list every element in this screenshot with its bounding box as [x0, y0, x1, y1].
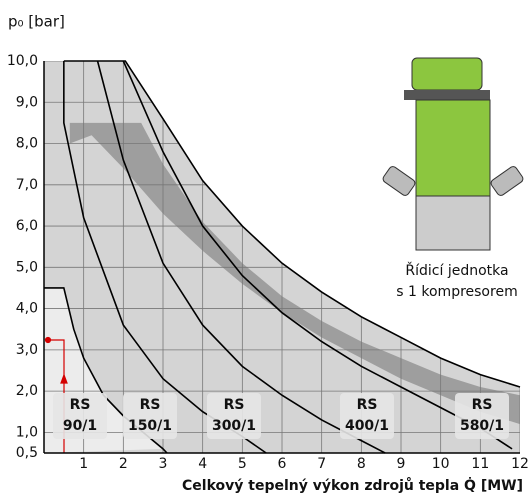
y-tick-label: 5,0 [16, 259, 38, 275]
y-tick-label: 2,0 [16, 383, 38, 399]
y-tick-label: 10,0 [7, 53, 38, 69]
x-tick-label: 8 [357, 456, 366, 472]
y-axis-label: p₀ [bar] [8, 13, 65, 31]
unit-top [412, 58, 482, 90]
x-tick-label: 9 [397, 456, 406, 472]
annotation: RS [140, 397, 161, 413]
y-tick-label: 7,0 [16, 177, 38, 193]
y-tick-label: 1,0 [16, 424, 38, 440]
x-tick-label: 6 [278, 456, 287, 472]
x-tick-label: 7 [317, 456, 326, 472]
x-tick-label: 5 [238, 456, 247, 472]
annotation: 400/1 [345, 418, 389, 434]
annotation: 90/1 [63, 418, 97, 434]
annotation: 580/1 [460, 418, 504, 434]
valve-left [382, 165, 417, 197]
x-tick-label: 2 [119, 456, 128, 472]
compressor-illustration [382, 58, 525, 250]
red-marker-dot [46, 338, 51, 343]
y-tick-label: 6,0 [16, 218, 38, 234]
caption-line: Řídicí jednotka [405, 262, 508, 279]
chart: Řídicí jednotka s 1 kompresorem p₀ [bar]… [0, 0, 531, 497]
x-tick-label: 12 [511, 456, 529, 472]
y-tick-label: 9,0 [16, 94, 38, 110]
x-tick-label: 4 [198, 456, 207, 472]
y-tick-label: 4,0 [16, 301, 38, 317]
annotation: 300/1 [212, 418, 256, 434]
unit-base [416, 196, 490, 250]
x-tick-label: 3 [159, 456, 168, 472]
unit-body [416, 100, 490, 196]
x-tick-label: 11 [471, 456, 489, 472]
x-tick-label: 10 [432, 456, 450, 472]
annotation: 150/1 [128, 418, 172, 434]
y-tick-label: 0,5 [16, 445, 38, 461]
annotation: RS [70, 397, 91, 413]
annotation: RS [224, 397, 245, 413]
y-tick-label: 8,0 [16, 136, 38, 152]
x-axis-label: Celkový tepelný výkon zdrojů tepla Q̇ [M… [182, 477, 523, 494]
annotation: RS [357, 397, 378, 413]
valve-right [490, 165, 525, 197]
x-tick-label: 1 [79, 456, 88, 472]
caption-line: s 1 kompresorem [396, 284, 517, 300]
unit-band [404, 90, 490, 100]
annotation: RS [472, 397, 493, 413]
y-tick-label: 3,0 [16, 342, 38, 358]
